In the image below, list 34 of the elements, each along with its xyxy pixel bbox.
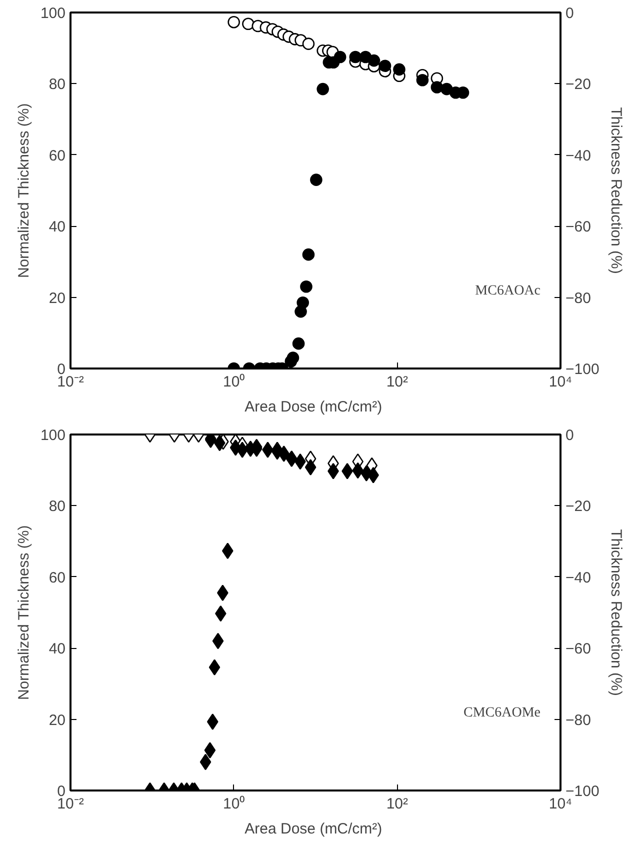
y2-tick-label: −60 bbox=[566, 640, 591, 658]
x-tick-label: 10⁰ bbox=[222, 796, 245, 812]
y-tick-label: 40 bbox=[48, 218, 66, 236]
y-tick-label: 80 bbox=[48, 498, 66, 516]
y2-tick-label: −20 bbox=[566, 76, 591, 94]
y2-tick-label: −40 bbox=[566, 569, 591, 586]
y-tick-label: 20 bbox=[48, 712, 66, 729]
y-tick-label: 100 bbox=[40, 5, 66, 22]
x-tick-label: 10² bbox=[386, 796, 408, 812]
y-tick-label: 100 bbox=[40, 427, 66, 444]
x-tick-label: 10² bbox=[386, 374, 408, 390]
y2-tick-label: 0 bbox=[566, 5, 574, 22]
y-tick-label: 80 bbox=[48, 76, 66, 94]
y-axis-title: Normalized Thickness (%) bbox=[15, 103, 32, 278]
y2-axis-title: Thickness Reduction (%) bbox=[607, 107, 624, 274]
x-tick-label: 10⁻² bbox=[57, 796, 84, 812]
y2-tick-label: −20 bbox=[566, 498, 591, 516]
y2-tick-label: −80 bbox=[566, 290, 591, 307]
x-axis-title: Area Dose (mC/cm²) bbox=[244, 398, 382, 416]
x-tick-label: 10⁰ bbox=[222, 374, 245, 390]
y-tick-label: 20 bbox=[48, 290, 66, 307]
y-axis-title: Normalized Thickness (%) bbox=[15, 525, 32, 700]
annotation: MC6AOAc bbox=[475, 284, 541, 298]
y2-tick-label: −40 bbox=[566, 147, 591, 164]
x-tick-label: 10⁻² bbox=[57, 374, 84, 390]
x-axis-title: Area Dose (mC/cm²) bbox=[244, 820, 382, 838]
y-tick-label: 40 bbox=[48, 640, 66, 658]
y2-axis-title: Thickness Reduction (%) bbox=[607, 529, 624, 696]
y2-tick-label: 0 bbox=[566, 427, 574, 444]
y2-tick-label: −80 bbox=[566, 712, 591, 729]
annotation: CMC6AOMe bbox=[463, 706, 541, 720]
y-tick-label: 60 bbox=[48, 147, 66, 164]
y2-tick-label: −60 bbox=[566, 218, 591, 236]
y-tick-label: 60 bbox=[48, 569, 66, 586]
